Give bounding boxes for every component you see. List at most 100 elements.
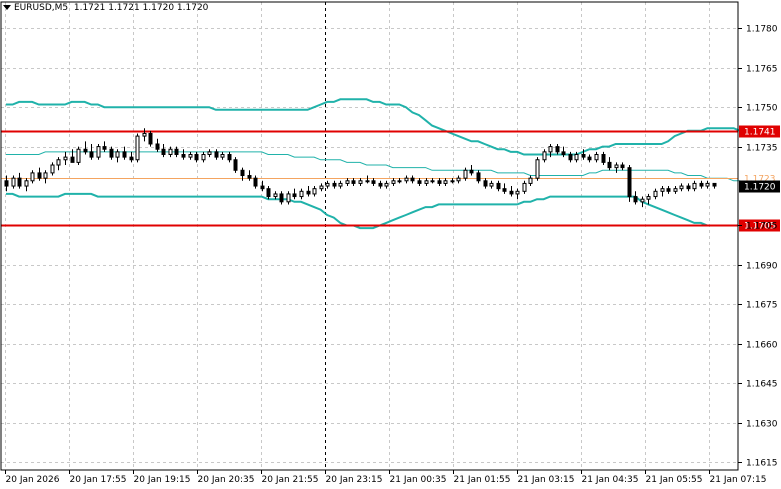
x-tick-label: 21 Jan 04:35 (582, 475, 639, 485)
candle-body (89, 151, 94, 158)
ohlc-readout: 1.1721 1.1721 1.1720 1.1720 (73, 3, 209, 13)
candle-body (325, 182, 330, 187)
candle-body (292, 193, 297, 198)
x-tick-label: 21 Jan 05:55 (646, 475, 703, 485)
candle-body (273, 193, 278, 198)
chart-symbol-header: EURUSD,M5 1.1721 1.1721 1.1720 1.1720 (3, 3, 208, 13)
plot-frame (0, 1, 739, 471)
candle-body (358, 180, 363, 184)
y-tick-label: 1.1750 (746, 104, 778, 114)
candle-body (207, 151, 212, 155)
candle-body (266, 188, 271, 198)
candle-body (555, 146, 560, 153)
candle-body (279, 193, 284, 203)
candle-body (542, 151, 547, 161)
candle-body (83, 148, 88, 153)
x-tick-label: 20 Jan 2026 (6, 475, 60, 485)
symbol-label: EURUSD,M5 (14, 3, 69, 13)
level-label-bg (739, 219, 780, 232)
candle-body (502, 188, 507, 192)
candle-body (587, 156, 592, 161)
middle-band-line (6, 151, 741, 182)
level-label: 1.1705 (744, 222, 776, 232)
x-tick-label: 20 Jan 17:55 (70, 475, 127, 485)
bid-label-bg (739, 180, 780, 193)
candle-body (4, 180, 9, 187)
chart-grid (1, 2, 738, 470)
candle-body (11, 177, 16, 187)
candle-body (214, 151, 219, 158)
candle-body (463, 169, 468, 179)
candle-body (528, 177, 533, 184)
x-tick-label: 21 Jan 01:55 (454, 475, 511, 485)
candle-body (286, 193, 291, 203)
candle-body (646, 196, 651, 200)
candle-body (430, 180, 435, 183)
candle-body (338, 182, 343, 187)
candle-body (115, 151, 120, 158)
candle-body (424, 180, 429, 184)
candle-body (50, 164, 55, 174)
candle-body (168, 148, 173, 155)
candle-body (174, 148, 179, 155)
candle-body (437, 180, 442, 184)
candle-body (469, 169, 474, 174)
candle-body (548, 146, 553, 153)
candle-body (194, 153, 199, 161)
y-tick-label: 1.1765 (746, 65, 778, 75)
candle-body (607, 161, 612, 169)
candle-body (70, 156, 75, 163)
lower-band-line (6, 192, 734, 230)
candle-body (640, 198, 645, 203)
candle-body (161, 148, 166, 155)
candle-body (705, 182, 710, 187)
candle-body (594, 153, 599, 161)
candle-body (56, 159, 61, 166)
candle-body (443, 180, 448, 184)
candle-body (692, 182, 697, 190)
candle-body (135, 135, 140, 161)
candle-body (614, 164, 619, 169)
candle-body (673, 188, 678, 192)
candle-body (155, 143, 160, 150)
chart-menu-triangle-icon[interactable] (3, 5, 11, 10)
candle-body (535, 159, 540, 179)
candle-body (404, 177, 409, 182)
candle-body (345, 180, 350, 184)
candle-body (253, 177, 258, 187)
x-tick-label: 20 Jan 19:15 (134, 475, 191, 485)
candle-body (220, 153, 225, 158)
candle-body (391, 180, 396, 184)
candle-body (351, 180, 356, 184)
candle-body (476, 172, 481, 182)
candle-body (319, 185, 324, 190)
candle-body (561, 151, 566, 155)
candle-body (601, 153, 606, 163)
level-label-bg (739, 125, 780, 138)
y-tick-label: 1.1705 (746, 222, 778, 232)
candle-body (620, 164, 625, 169)
bid-price-label: 1.1720 (744, 183, 776, 193)
candle-body (496, 182, 501, 190)
level-label: 1.1741 (744, 128, 776, 138)
upper-band-line (6, 98, 741, 156)
candle-body (43, 172, 48, 179)
candle-body (181, 153, 186, 158)
candle-body (63, 156, 68, 161)
candle-body (371, 180, 376, 184)
x-tick-label: 21 Jan 00:35 (390, 475, 447, 485)
bollinger-bands (6, 98, 741, 230)
x-tick-label: 20 Jan 21:55 (262, 475, 319, 485)
candle-body (233, 159, 238, 171)
candle-body (686, 185, 691, 190)
y-tick-label: 1.1690 (746, 262, 778, 272)
candle-body (574, 153, 579, 161)
candle-body (489, 182, 494, 187)
candle-body (679, 185, 684, 190)
candle-body (188, 153, 193, 158)
candle-body (627, 167, 632, 198)
candle-body (122, 151, 127, 158)
candle-body (142, 132, 147, 137)
